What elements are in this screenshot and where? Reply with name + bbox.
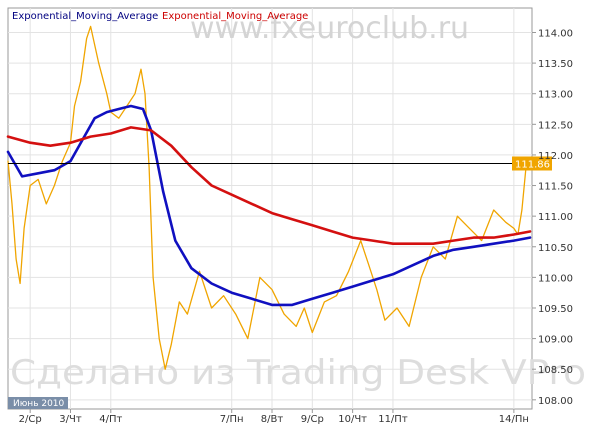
y-tick-label: 108.50 — [538, 365, 573, 376]
legend-entry-ema-fast: Exponential_Moving_Average — [12, 11, 158, 22]
last-price-badge — [512, 156, 552, 171]
grid — [8, 8, 532, 409]
y-tick-label: 110.50 — [538, 243, 573, 254]
y-tick-label: 112.00 — [538, 151, 573, 162]
series-line-ema-fast — [6, 104, 532, 307]
y-tick-label: 109.00 — [538, 335, 573, 346]
y-tick-label: 111.50 — [538, 182, 573, 193]
last-price-label: 111.86 — [515, 160, 550, 171]
y-tick-label: 112.50 — [538, 120, 573, 131]
y-tick-label: 113.50 — [538, 59, 573, 70]
y-tick-label: 114.00 — [538, 28, 573, 39]
x-tick-label: 9/Ср — [301, 414, 324, 425]
y-tick-label: 113.00 — [538, 90, 573, 101]
x-tick-label: 8/Вт — [261, 414, 284, 425]
y-axis: 114.00 113.50 113.00 112.50 112.00 111.50 111.… — [532, 28, 573, 407]
x-tick-label: 11/Пт — [378, 414, 408, 425]
x-axis: 2/Ср 3/Чт 4/Пт 7/Пн 8/Вт 9/Ср 10/Чт 11/Пт 14/Пн — [19, 409, 529, 425]
x-tick-label: 2/Ср — [19, 414, 42, 425]
legend: Exponential_Moving_Average Exponential_M… — [12, 11, 308, 22]
month-label-badge — [8, 397, 68, 409]
series-layer — [6, 25, 532, 370]
x-tick-label: 10/Чт — [338, 414, 367, 425]
y-tick-label: 111.00 — [538, 212, 573, 223]
y-tick-label: 110.00 — [538, 273, 573, 284]
x-tick-label: 7/Пн — [220, 414, 244, 425]
plot-area — [7, 7, 533, 410]
y-tick-label: 109.50 — [538, 304, 573, 315]
series-line-ema-slow — [6, 126, 532, 245]
series-line-price — [7, 25, 531, 370]
x-tick-label: 14/Пн — [499, 414, 529, 425]
watermark-bottom: Сделано из Trading Desk VPro — [10, 353, 586, 393]
watermark-top: www.fxeuroclub.ru — [190, 11, 469, 46]
legend-entry-ema-slow: Exponential_Moving_Average — [162, 11, 308, 22]
x-tick-label: 3/Чт — [59, 414, 82, 425]
month-label: Июнь 2010 — [13, 399, 65, 409]
x-tick-label: 4/Пт — [99, 414, 122, 425]
y-tick-label: 108.00 — [538, 396, 573, 407]
